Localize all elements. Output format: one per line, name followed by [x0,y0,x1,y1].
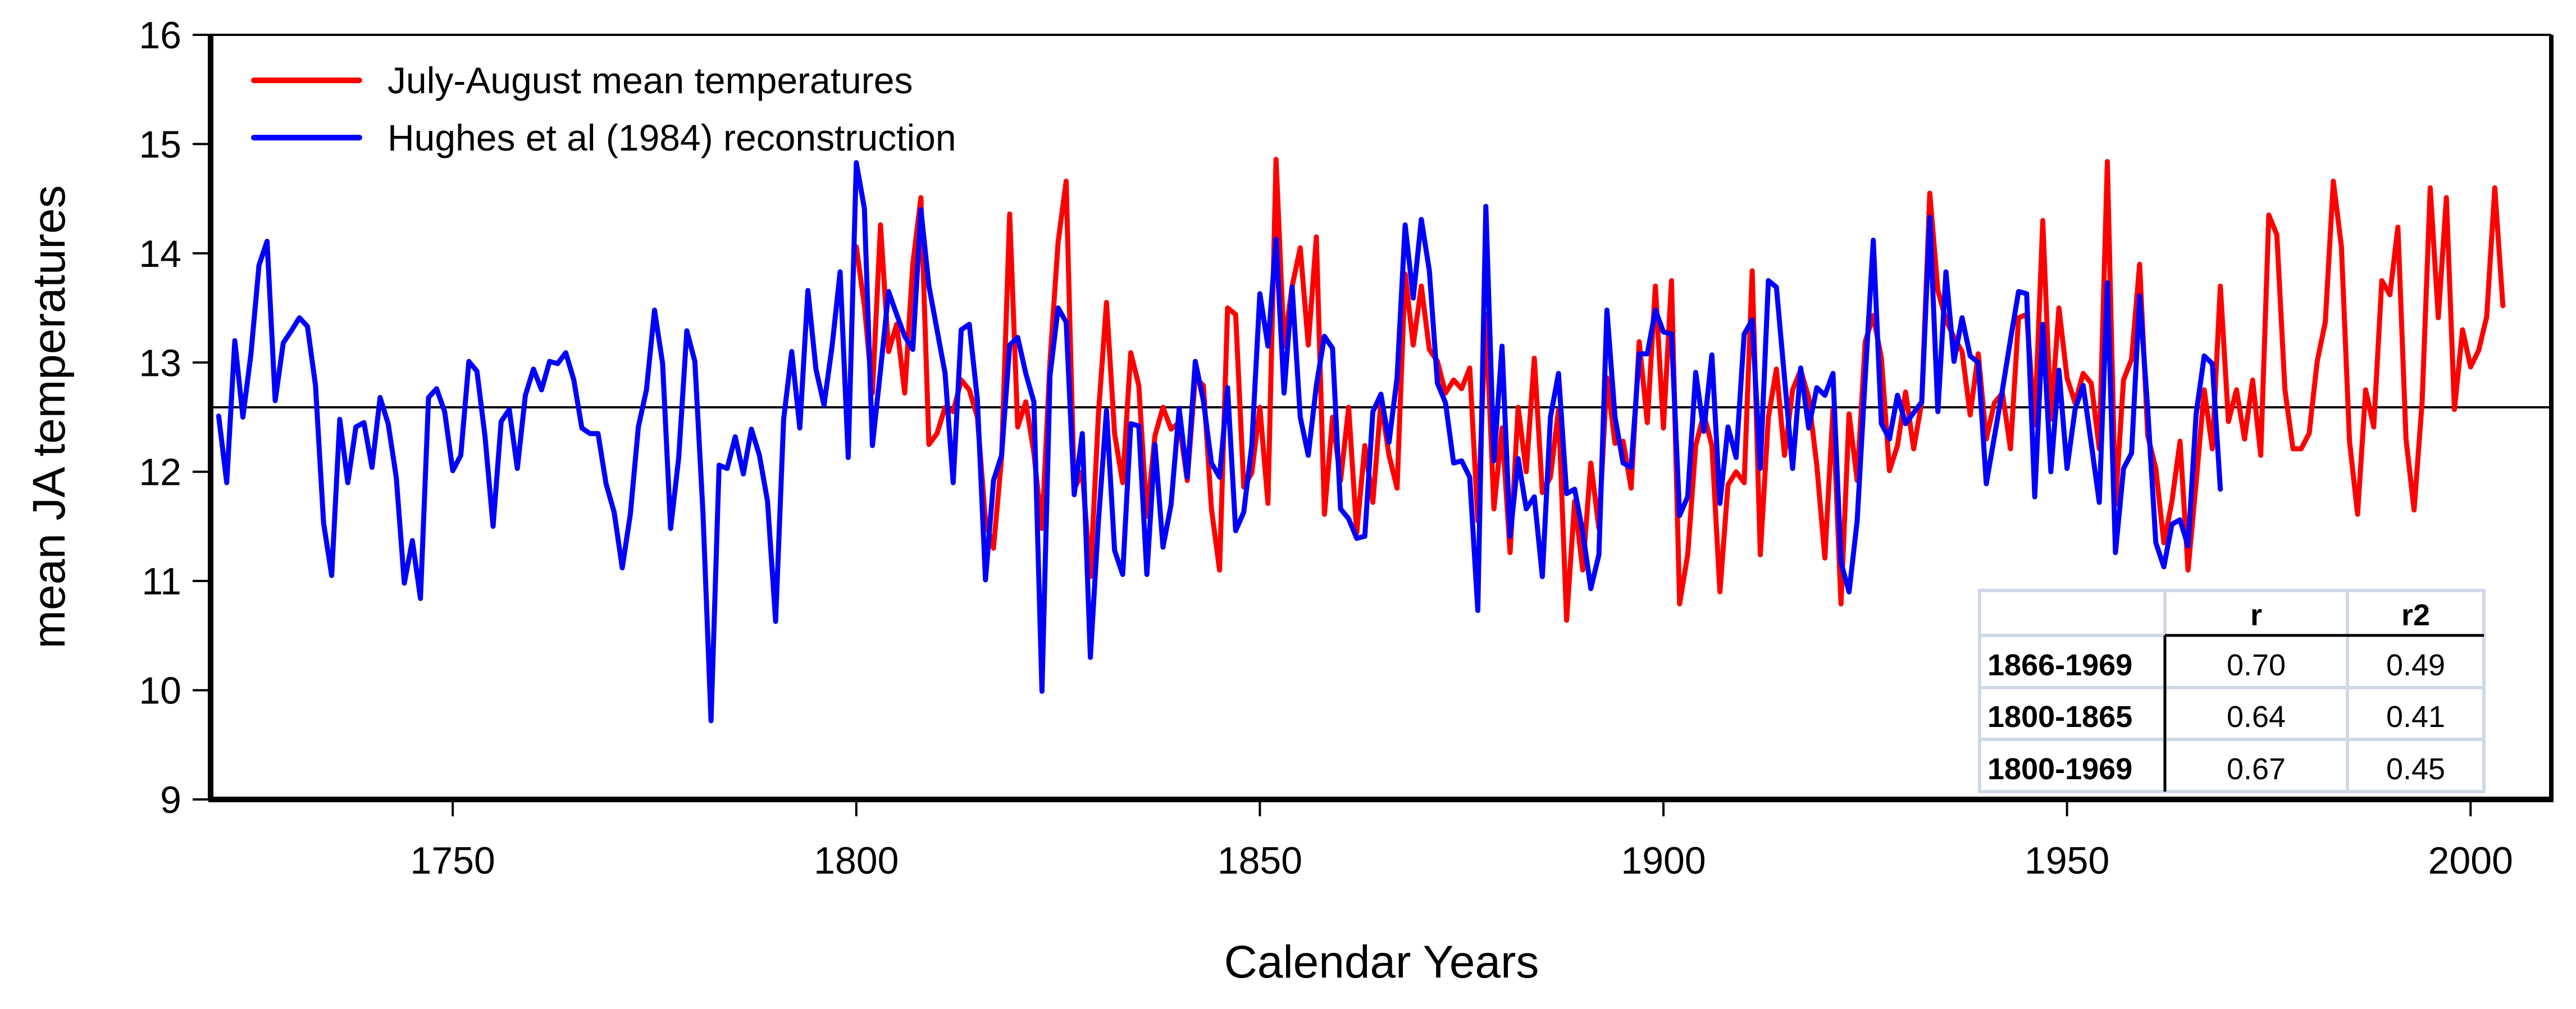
y-tick-label: 15 [139,123,181,166]
x-tick-label: 1950 [2025,839,2109,882]
table-header-r2: r2 [2401,598,2430,632]
table-header-r: r [2250,598,2262,632]
table-row-label: 1800-1969 [1987,752,2132,786]
table-background [1978,589,2486,793]
x-tick-label: 1800 [814,839,899,882]
table-cell-r: 0.67 [2227,752,2286,786]
table-cell-r2: 0.41 [2386,700,2445,734]
y-tick-label: 13 [139,342,181,384]
table-row-label: 1866-1969 [1987,648,2132,682]
table-row-label: 1800-1865 [1987,700,2132,734]
x-tick-label: 1750 [411,839,495,882]
y-tick-label: 12 [139,451,181,494]
y-axis-title: mean JA temperatures [24,185,75,649]
x-tick-label: 1900 [1621,839,1706,882]
y-tick-label: 10 [139,670,181,712]
legend: July-August mean temperatures Hughes et … [251,60,956,158]
correlation-table: r r2 1866-1969 0.70 0.49 1800-1865 0.64 0.41 180… [1978,589,2486,793]
table-cell-r2: 0.45 [2386,752,2445,786]
x-tick-label: 1850 [1218,839,1302,882]
y-tick-label: 16 [139,14,181,57]
series-lines [216,157,2506,724]
table-cell-r: 0.64 [2227,700,2286,734]
series-line-observed [854,157,2506,623]
y-tick-label: 14 [139,233,181,275]
x-tick-label: 2000 [2428,839,2513,882]
table-cell-r2: 0.49 [2386,648,2445,682]
series-line-reconstruction [216,160,2223,724]
y-tick-label: 11 [142,560,181,603]
table-cell-r: 0.70 [2227,648,2286,682]
legend-label-reconstruction: Hughes et al (1984) reconstruction [387,117,956,158]
x-axis-title: Calendar Years [1224,937,1539,988]
legend-label-observed: July-August mean temperatures [387,60,913,101]
y-tick-label: 9 [160,779,181,821]
